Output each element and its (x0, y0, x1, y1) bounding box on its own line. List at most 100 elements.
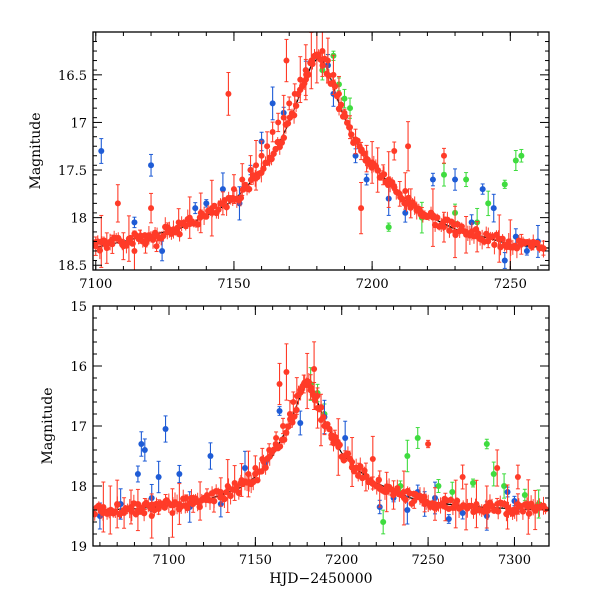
top-red-dense-point (433, 213, 441, 222)
bottom-red-point (459, 464, 466, 490)
bottom-plot-frame (92, 305, 550, 547)
bottom-red-dense-point (340, 457, 348, 464)
bottom-y-axis-label: Magnitude (40, 387, 56, 464)
top-red-point (358, 182, 365, 235)
top-blue-point (269, 86, 276, 121)
bottom-y-tick-label: 18 (70, 480, 87, 495)
top-red-dense-point (341, 113, 349, 120)
bottom-red-dense-point (324, 421, 331, 428)
bottom-y-tick-label: 17 (70, 420, 87, 435)
top-green-point (463, 172, 470, 188)
bottom-x-tick-label: 7100 (152, 553, 185, 568)
bottom-red-point (514, 464, 521, 490)
top-x-tick-label: 7100 (79, 277, 112, 292)
bottom-x-tick-label: 7150 (239, 553, 272, 568)
top-blue-point (159, 240, 166, 262)
bottom-red-dense-point (336, 441, 343, 449)
top-green-point (512, 150, 519, 171)
top-y-axis-label: Magnitude (28, 112, 44, 189)
bottom-y-tick-label: 15 (70, 300, 87, 315)
bottom-red-point (148, 493, 155, 539)
bottom-green-point (404, 439, 411, 473)
top-y-tick-label: 18.5 (58, 259, 87, 274)
top-red-point (225, 71, 232, 116)
bottom-green-point (470, 478, 476, 488)
top-red-dense-point (354, 137, 361, 144)
top-ticks: 7100 7150 7200 7250 16.5 17 17.5 18 18.5 (58, 31, 549, 292)
top-plot-frame (92, 31, 550, 271)
bottom-data-layer (93, 341, 549, 539)
top-red-point (114, 184, 121, 223)
top-red-point (283, 38, 290, 83)
bottom-red-point (283, 343, 290, 401)
top-red-point (391, 141, 398, 161)
top-blue-point (148, 153, 155, 177)
bottom-panel: 7100 7150 7200 7250 7300 15 16 17 18 19 Magnitude… (40, 300, 550, 587)
bottom-red-dense-point (346, 450, 354, 468)
bottom-red-dense-point (161, 504, 168, 511)
top-red-dense-point (284, 119, 292, 128)
bottom-red-dense-point (408, 499, 415, 508)
top-red-dense-point (292, 99, 300, 113)
bottom-green-point (380, 509, 387, 535)
bottom-green-point (449, 481, 456, 503)
top-green-point (347, 97, 354, 119)
top-red-dense-point (452, 231, 459, 239)
bottom-red-dense-point (501, 499, 508, 509)
bottom-red-point (425, 439, 432, 449)
bottom-x-tick-label: 7250 (412, 553, 445, 568)
top-red-dense-point (333, 91, 341, 101)
top-blue-point (131, 216, 138, 229)
top-blue-point (429, 172, 436, 187)
top-red-dense-point (325, 69, 333, 83)
bottom-red-dense-point (542, 503, 549, 515)
bottom-blue-point (276, 406, 283, 416)
top-red-dense-point (491, 235, 498, 255)
bottom-red-dense-point (114, 496, 121, 513)
top-red-dense-point (301, 76, 308, 90)
bottom-red-dense-point (313, 388, 321, 404)
bottom-red-point (276, 362, 283, 406)
top-x-tick-label: 7250 (494, 277, 527, 292)
top-red-point (440, 147, 447, 164)
bottom-blue-point (134, 465, 141, 483)
top-green-point (385, 222, 392, 232)
top-green-point (501, 179, 508, 189)
bottom-y-tick-label: 19 (70, 540, 87, 555)
bottom-y-tick-label: 16 (70, 360, 87, 375)
top-red-dense-point (290, 106, 298, 124)
bottom-red-dense-point (134, 500, 142, 508)
bottom-red-point (494, 449, 501, 487)
bottom-red-dense-point (276, 443, 284, 450)
top-green-point (341, 88, 348, 109)
bottom-red-dense-point (317, 400, 325, 415)
top-blue-point (192, 202, 199, 215)
top-red-point (286, 96, 293, 111)
bottom-x-tick-label: 7200 (325, 553, 358, 568)
top-red-point (148, 192, 155, 224)
top-red-point (405, 121, 412, 172)
bottom-red-dense-point (293, 406, 300, 414)
top-red-dense-point (540, 240, 547, 258)
top-blue-point (452, 168, 459, 191)
top-red-dense-point (245, 184, 253, 194)
bottom-red-point (290, 391, 297, 413)
top-x-tick-label: 7200 (356, 277, 389, 292)
top-red-point (269, 121, 276, 143)
bottom-red-point (311, 341, 318, 397)
bottom-x-tick-label: 7300 (498, 553, 531, 568)
top-red-dense-point (374, 164, 382, 177)
top-red-dense-point (331, 79, 339, 94)
bottom-red-dense-point (215, 487, 222, 496)
bottom-blue-point (138, 431, 145, 457)
top-red-dense-point (446, 223, 453, 238)
top-red-dense-point (321, 50, 328, 68)
top-red-point (253, 139, 260, 191)
top-red-dense-point (280, 132, 288, 144)
bottom-blue-point (155, 460, 162, 494)
bottom-red-dense-point (320, 410, 327, 424)
top-red-point (275, 112, 282, 133)
top-red-dense-point (337, 97, 345, 113)
bottom-red-dense-point (140, 505, 148, 522)
